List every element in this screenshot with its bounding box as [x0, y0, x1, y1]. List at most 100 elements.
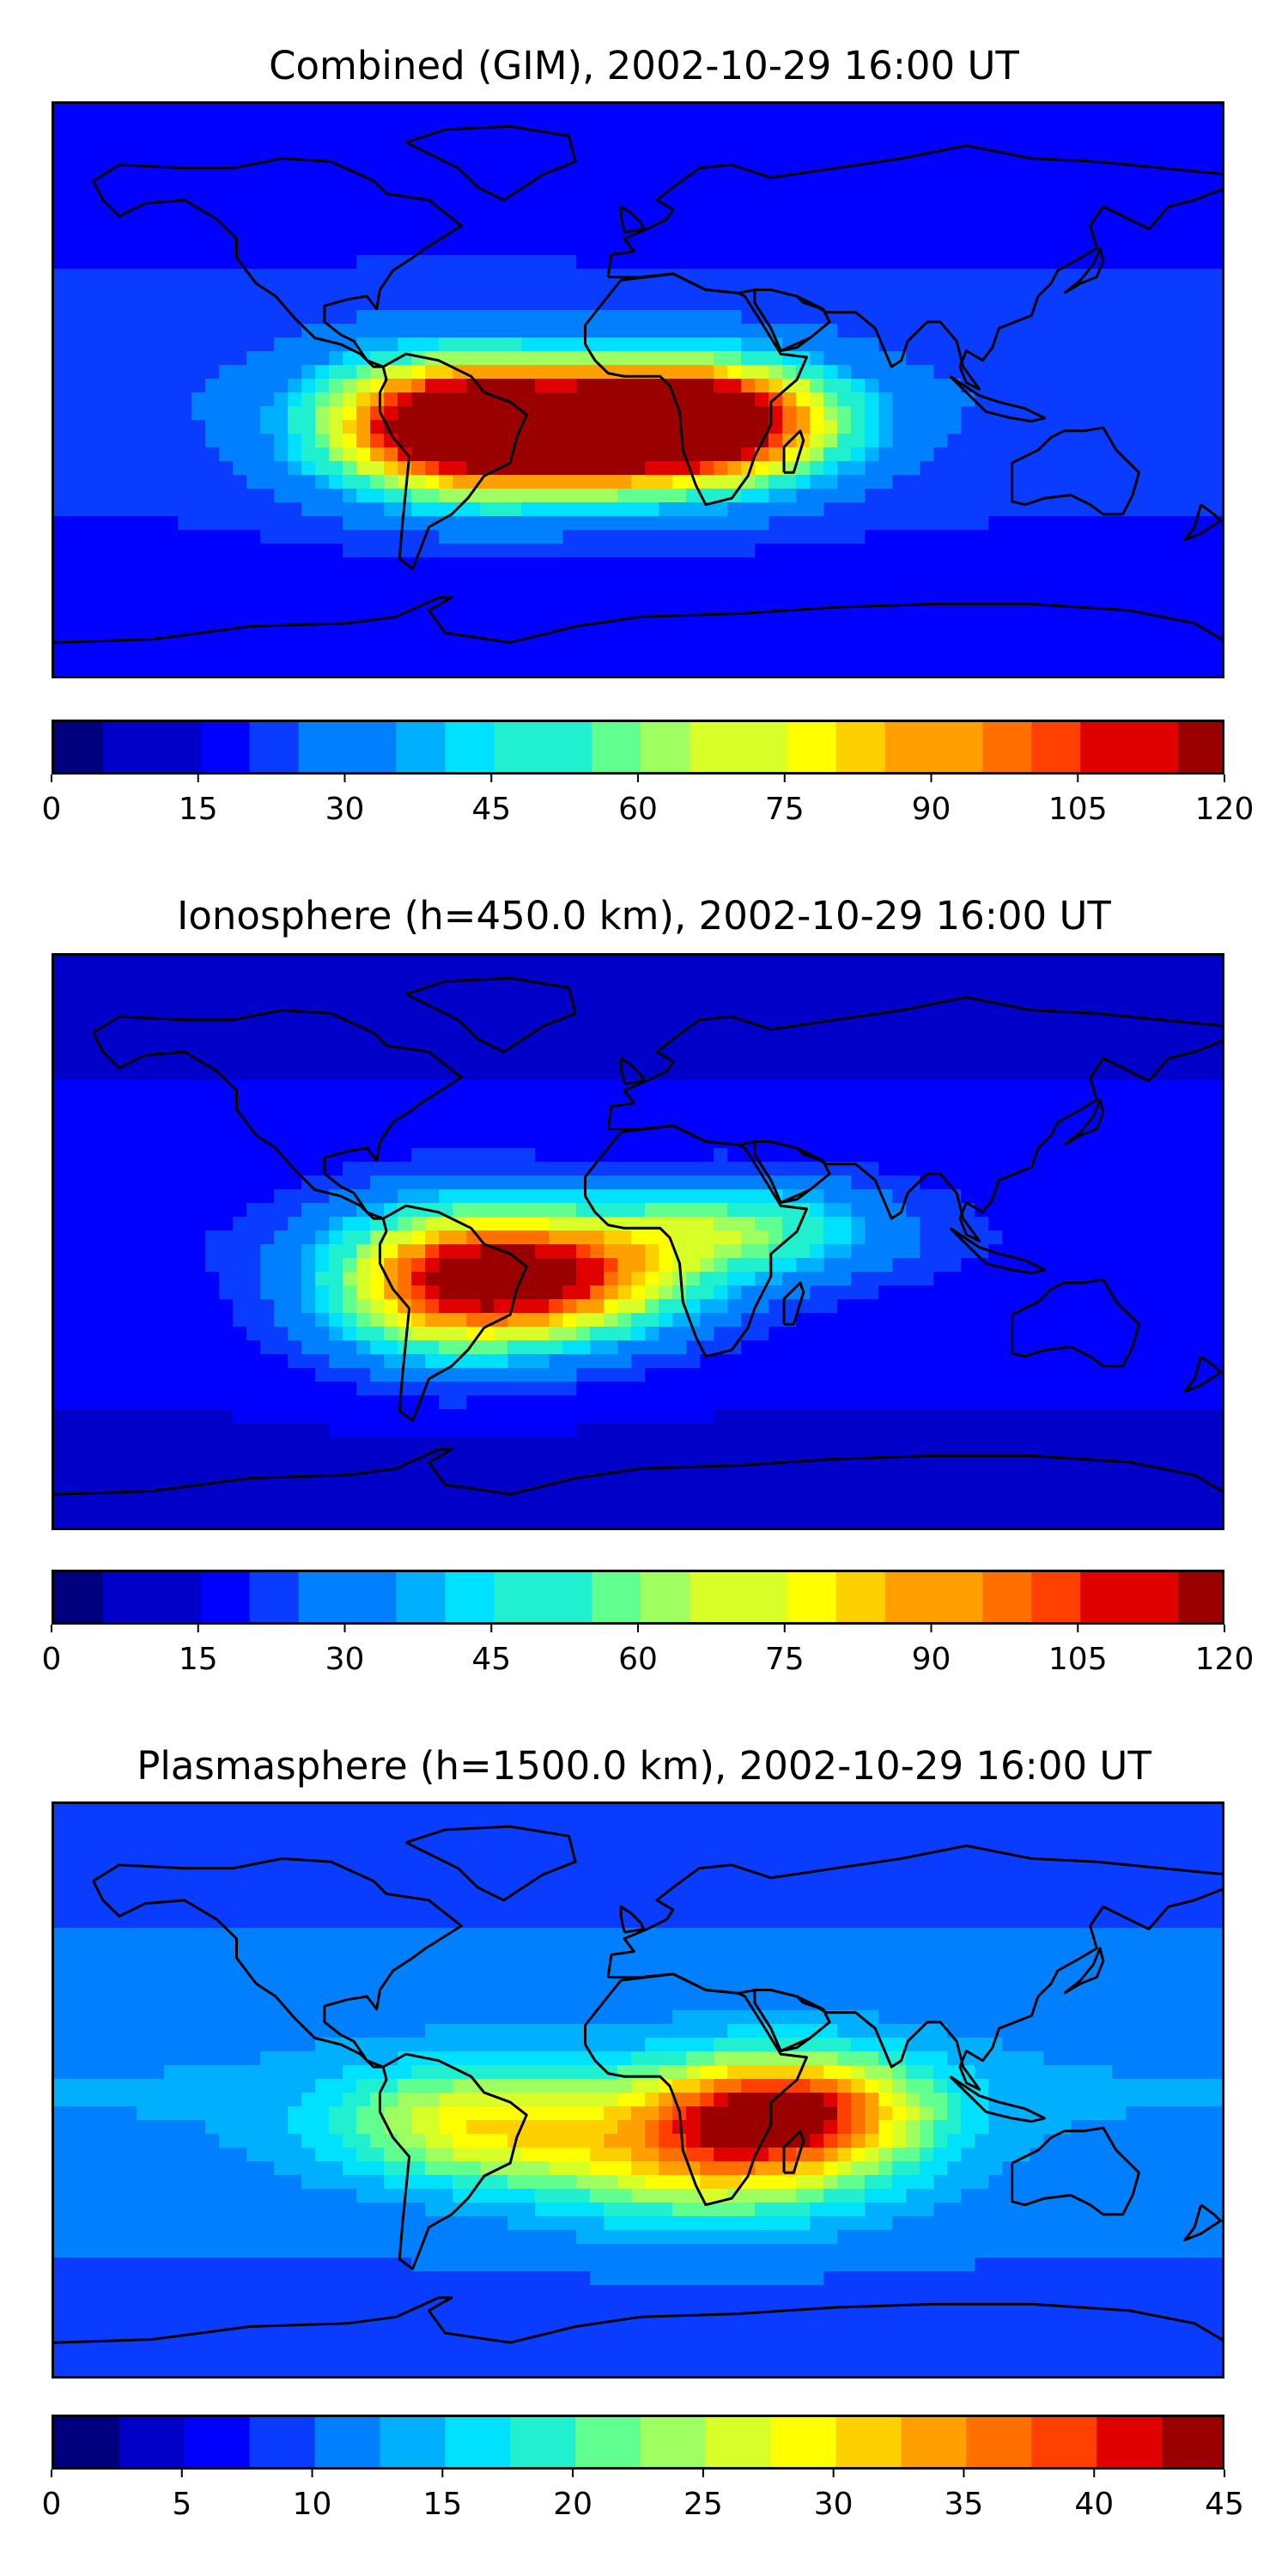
heatmap-cell	[439, 324, 453, 338]
heatmap-cell	[617, 351, 632, 366]
heatmap-cell	[906, 241, 920, 256]
heatmap-cell	[123, 1024, 137, 1039]
heatmap-cell	[920, 269, 934, 283]
heatmap-cell	[1208, 997, 1222, 1012]
heatmap-cell	[659, 571, 673, 586]
heatmap-cell	[123, 612, 137, 627]
heatmap-cell	[549, 214, 563, 228]
heatmap-cell	[686, 296, 701, 311]
heatmap-cell	[810, 571, 824, 586]
heatmap-cell	[590, 214, 605, 228]
heatmap-cell	[741, 640, 756, 654]
heatmap-cell	[494, 379, 508, 393]
heatmap-cell	[466, 296, 481, 311]
heatmap-cell	[823, 585, 838, 599]
heatmap-cell	[178, 379, 192, 393]
heatmap-cell	[315, 1079, 330, 1094]
heatmap-cell	[260, 1079, 275, 1094]
heatmap-cell	[453, 1024, 467, 1039]
heatmap-cell	[1084, 516, 1099, 531]
heatmap-cell	[1071, 612, 1085, 627]
heatmap-cell	[672, 434, 687, 448]
heatmap-cell	[1112, 653, 1127, 668]
heatmap-cell	[1057, 956, 1072, 970]
heatmap-cell	[933, 667, 948, 676]
heatmap-cell	[947, 1052, 962, 1066]
heatmap-cell	[865, 1121, 879, 1135]
britain-coast	[619, 205, 646, 234]
heatmap-cell	[837, 379, 852, 393]
heatmap-cell	[246, 502, 261, 517]
heatmap-cell	[164, 667, 179, 676]
heatmap-cell	[714, 173, 728, 187]
heatmap-cell	[604, 983, 618, 998]
heatmap-cell	[301, 420, 316, 434]
heatmap-cell	[645, 544, 659, 558]
heatmap-cell	[782, 269, 797, 283]
heatmap-cell	[1057, 145, 1072, 160]
heatmap-cell	[411, 145, 426, 160]
heatmap-cell	[1098, 392, 1113, 407]
heatmap-cell	[1167, 283, 1182, 297]
heatmap-cell	[920, 571, 934, 586]
heatmap-cell	[988, 283, 1003, 297]
heatmap-cell	[137, 1148, 151, 1163]
heatmap-cell	[1016, 640, 1030, 654]
heatmap-cell	[769, 310, 783, 325]
heatmap-cell	[219, 420, 234, 434]
heatmap-cell	[727, 269, 742, 283]
heatmap-cell	[659, 969, 673, 984]
heatmap-cell	[906, 214, 920, 228]
heatmap-cell	[329, 475, 343, 489]
heatmap-cell	[906, 530, 920, 544]
heatmap-cell	[398, 214, 412, 228]
heatmap-cell	[988, 1024, 1003, 1039]
heatmap-cell	[480, 241, 495, 256]
heatmap-cell	[535, 214, 550, 228]
heatmap-cell	[878, 1093, 893, 1108]
heatmap-cell	[1153, 1038, 1168, 1053]
heatmap-cell	[1181, 489, 1195, 503]
heatmap-cell	[1043, 159, 1058, 173]
heatmap-cell	[741, 997, 756, 1012]
heatmap-cell	[109, 145, 124, 160]
heatmap-cell	[1098, 489, 1113, 503]
colorbar-tick-label: 90	[912, 792, 951, 827]
heatmap-cell	[988, 447, 1003, 462]
heatmap-cell	[906, 489, 920, 503]
heatmap-cell	[769, 557, 783, 572]
heatmap-cell	[1071, 104, 1085, 118]
heatmap-cell	[823, 283, 838, 297]
new-zealand-coast	[1183, 503, 1222, 542]
heatmap-cell	[1153, 145, 1168, 160]
heatmap-cell	[686, 255, 701, 270]
heatmap-cell	[507, 351, 522, 366]
heatmap-cell	[54, 255, 69, 270]
south-america-coast	[378, 352, 528, 570]
heatmap-cell	[1139, 571, 1154, 586]
heatmap-cell	[425, 1052, 440, 1066]
heatmap-cell	[1057, 1052, 1072, 1066]
heatmap-cell	[892, 1011, 907, 1025]
heatmap-cell	[823, 200, 838, 215]
heatmap-cell	[1153, 200, 1168, 215]
heatmap-cell	[260, 544, 275, 558]
heatmap-cell	[398, 1011, 412, 1025]
heatmap-cell	[823, 626, 838, 641]
heatmap-cell	[1071, 159, 1085, 173]
heatmap-cell	[521, 269, 536, 283]
heatmap-cell	[82, 131, 96, 146]
heatmap-cell	[384, 530, 398, 544]
heatmap-cell	[837, 461, 852, 476]
heatmap-cell	[865, 310, 879, 325]
heatmap-cell	[219, 1024, 234, 1039]
heatmap-cell	[109, 571, 124, 586]
heatmap-cell	[920, 186, 934, 201]
heatmap-cell	[672, 544, 687, 558]
heatmap-cell	[191, 502, 206, 517]
heatmap-cell	[782, 475, 797, 489]
heatmap-cell	[947, 598, 962, 613]
heatmap-cell	[823, 434, 838, 448]
heatmap-cell	[947, 612, 962, 627]
heatmap-cell	[411, 640, 426, 654]
